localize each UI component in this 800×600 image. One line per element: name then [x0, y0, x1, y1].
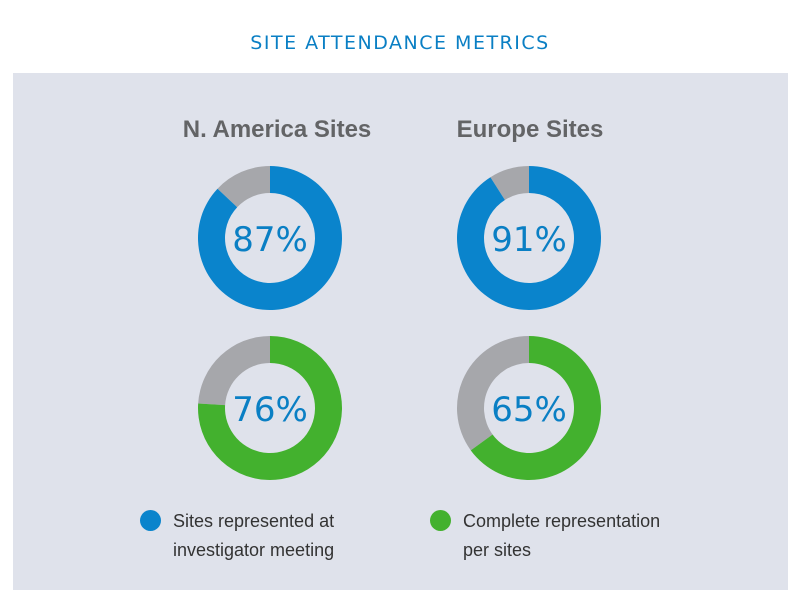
legend-swatch-blue: [140, 510, 161, 531]
donut-remainder-europe-sites-blue: [490, 166, 529, 201]
chart-title: SITE ATTENDANCE METRICS: [250, 32, 550, 54]
donut-value-label-europe-sites-green: 65%: [491, 390, 567, 430]
donut-segment-n-america-sites-green: [198, 336, 343, 481]
donut-segment-europe-sites-blue: [457, 166, 601, 310]
legend-label-complete-representation: Complete representation per sites: [463, 511, 661, 560]
column-header-europe: Europe Sites: [456, 116, 604, 143]
donut-segment-europe-sites-green: [470, 336, 601, 481]
donut-remainder-n-america-sites-blue: [217, 166, 270, 208]
legend-swatch-green: [430, 510, 451, 531]
legend-item-complete-representation: Complete representation per sites: [430, 507, 660, 565]
donut-remainder-europe-sites-green: [457, 336, 529, 451]
donut-segment-n-america-sites-blue: [197, 166, 343, 310]
legend-label-sites-represented: Sites represented at investigator meetin…: [173, 511, 335, 560]
chart-panel: N. America Sites Europe Sites 87% 91% 76% 6…: [13, 73, 788, 590]
legend-item-sites-represented: Sites represented at investigator meetin…: [140, 507, 334, 565]
donut-chart-area: 87% 91% 76% 65%: [197, 166, 601, 481]
column-header-north-america: N. America Sites: [182, 116, 372, 143]
donut-value-label-n-america-sites-green: 76%: [232, 390, 308, 430]
donut-value-label-n-america-sites-blue: 87%: [232, 220, 308, 260]
donut-remainder-n-america-sites-green: [198, 336, 270, 406]
donut-value-label-europe-sites-blue: 91%: [491, 220, 567, 260]
